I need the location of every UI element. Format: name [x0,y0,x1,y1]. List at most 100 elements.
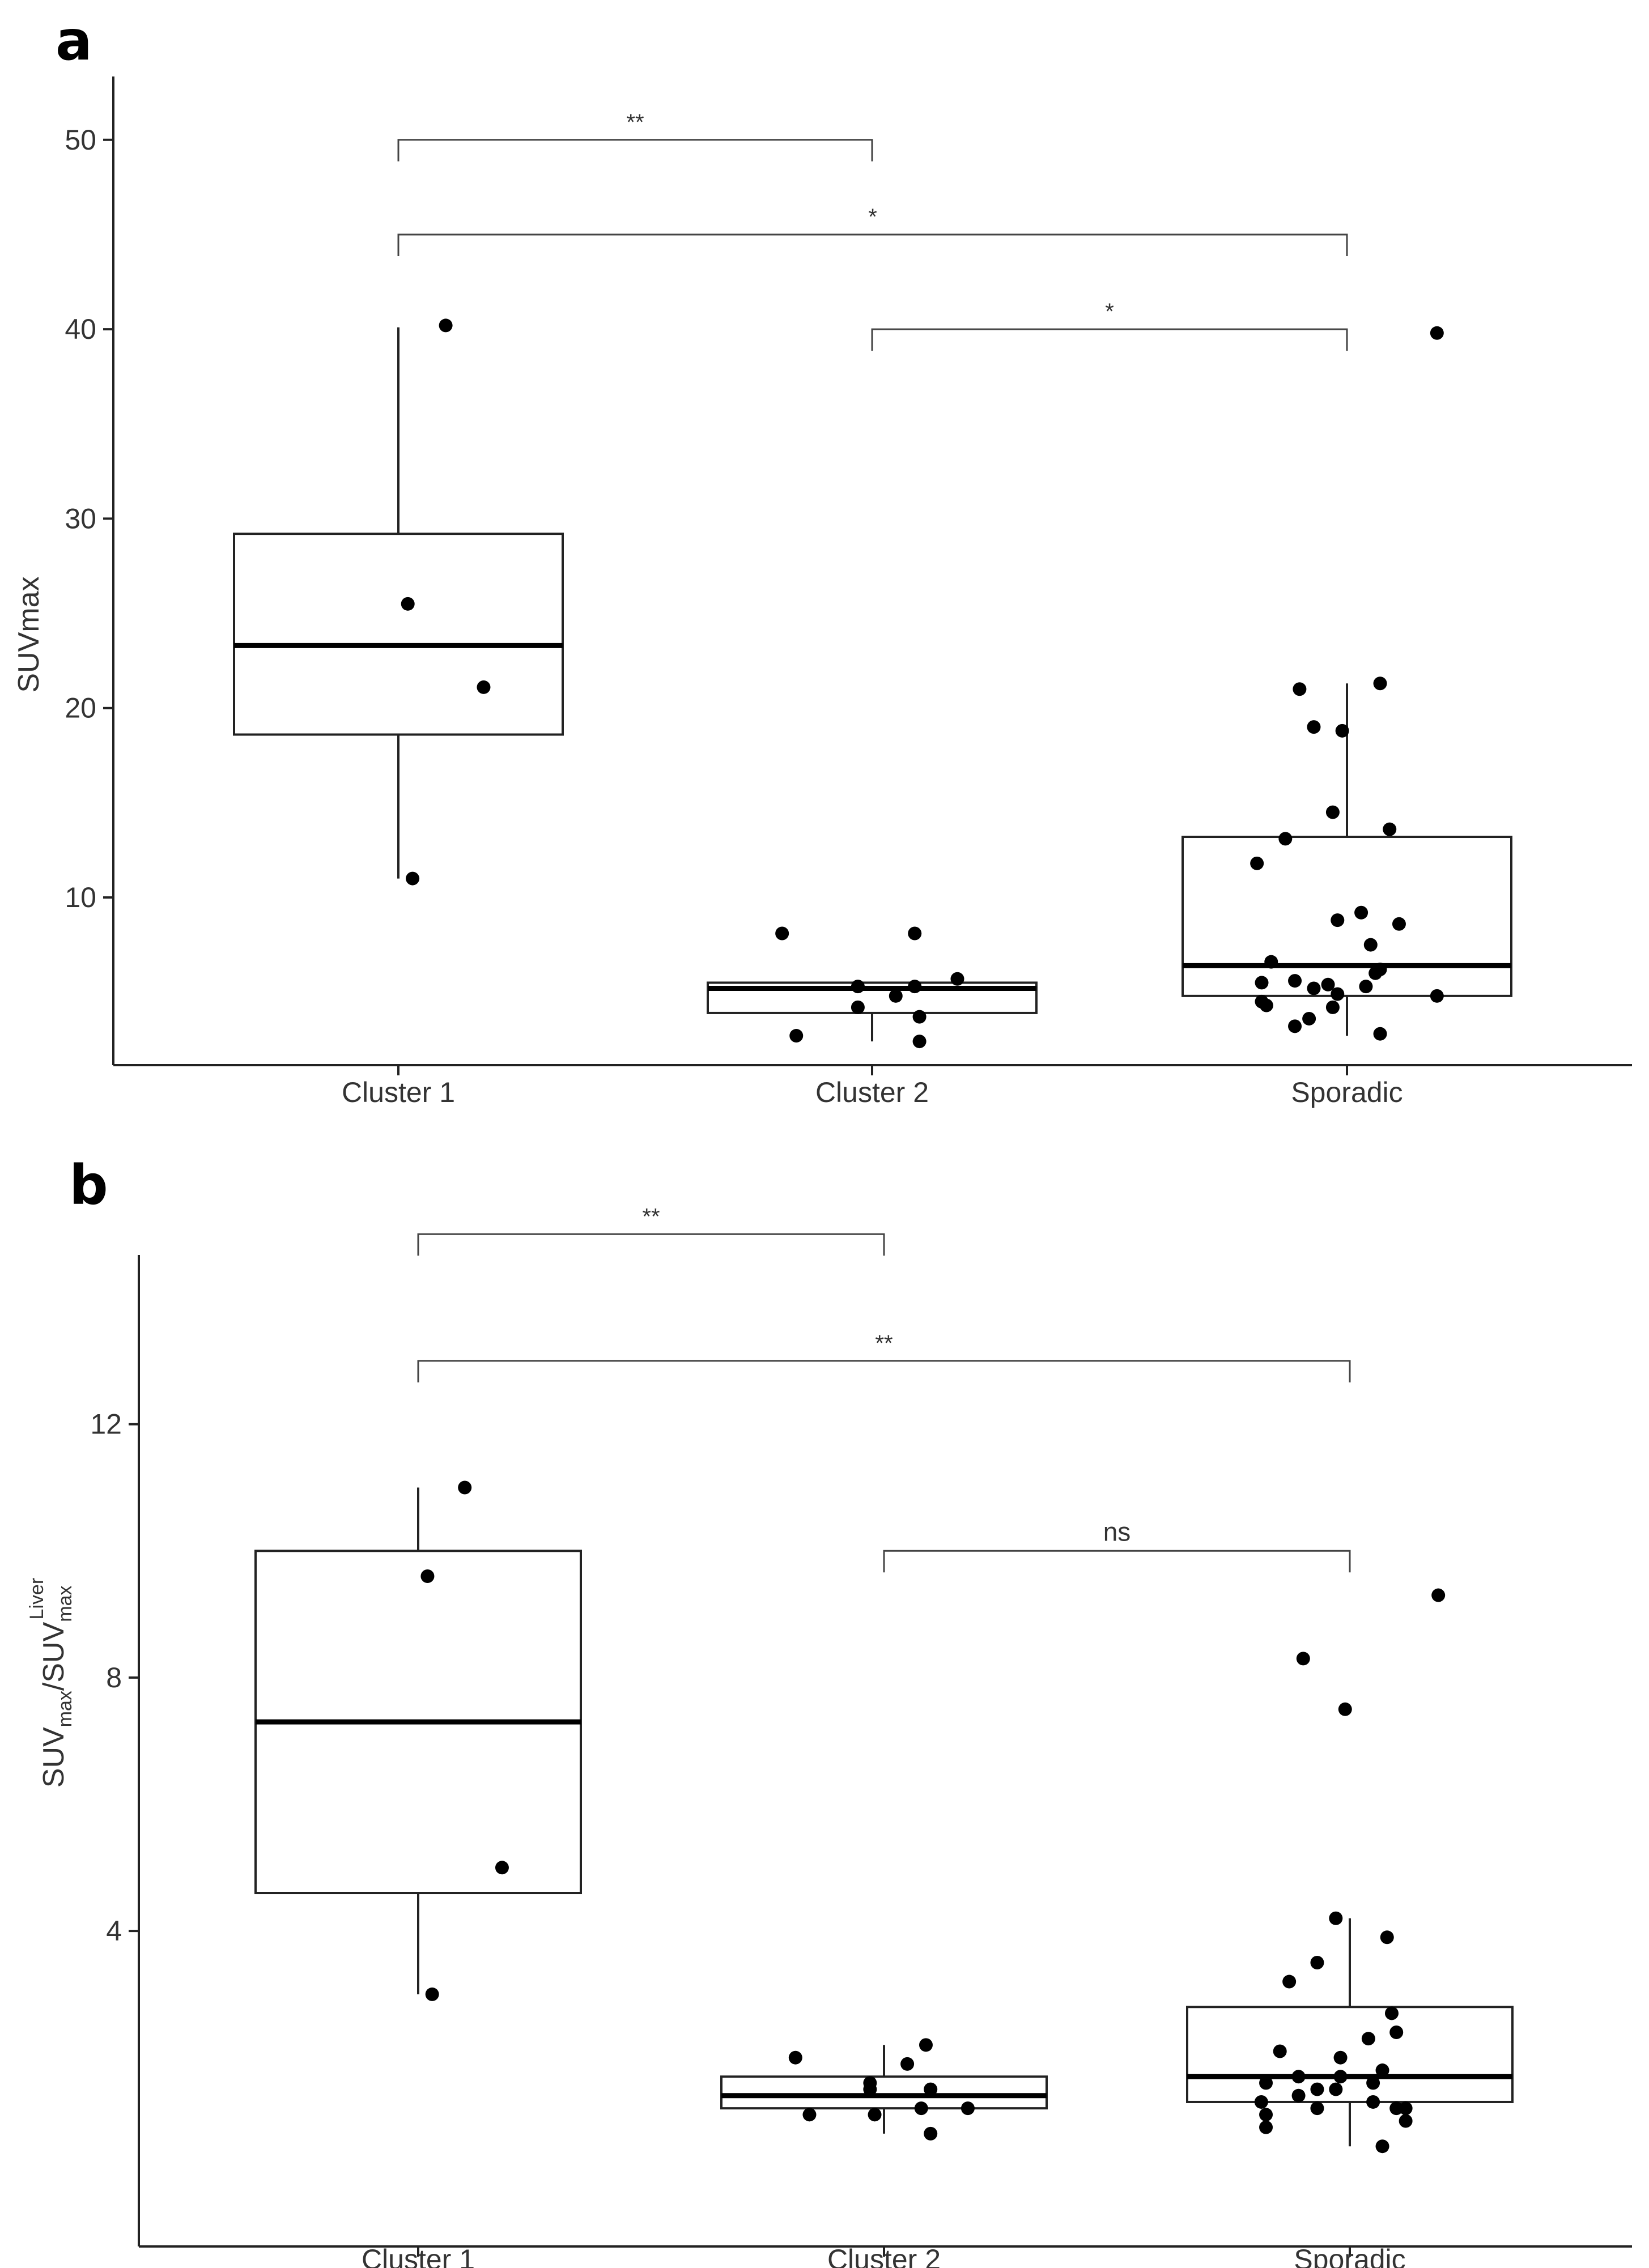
y-axis-title-part: max [54,1585,76,1622]
data-point [1291,2088,1306,2103]
data-point [868,2108,882,2122]
box-iqr [1186,2006,1514,2103]
y-axis-title: SUVmax/SUVmaxLiver [26,1578,76,1788]
data-point [924,2082,938,2096]
data-point [458,1480,472,1495]
data-point [851,980,865,994]
data-point [1329,1911,1343,1925]
data-point [1361,2032,1375,2046]
data-point [908,980,922,994]
data-point [1331,987,1345,1001]
box-iqr [1182,836,1512,997]
y-tick-label: 30 [65,503,96,534]
y-tick-label: 10 [65,882,96,913]
significance-label: ** [626,110,644,135]
data-point [1255,976,1269,990]
data-point [1389,2101,1404,2116]
y-tick-label: 20 [65,692,96,724]
significance-label: ** [642,1204,660,1229]
data-point [1259,998,1273,1012]
comparison-bracket [871,328,1348,351]
data-point [1399,2101,1413,2116]
data-point [1273,2044,1287,2058]
data-point [1354,905,1368,920]
data-point [1338,1702,1352,1716]
comparison-bracket [883,1550,1351,1573]
data-point [900,2057,915,2071]
data-point [788,2050,802,2065]
data-point [1259,2120,1273,2134]
data-point [1375,2063,1389,2078]
data-point [775,926,789,941]
data-point [1310,2101,1324,2116]
data-point [1380,1930,1394,1944]
y-tick-label: 4 [106,1915,122,1947]
data-point [1282,1975,1297,1989]
data-point [789,1029,804,1043]
data-point [1296,1652,1310,1666]
data-point [912,1035,926,1049]
data-point [1392,917,1406,931]
panel-a: a 10 20 30 40 50 Cluster 1 Cluster 2 Sporadic SU… [0,0,1649,1133]
significance-label: ** [875,1331,892,1356]
data-point [477,680,491,694]
data-point [1307,981,1321,995]
data-point [1329,2082,1343,2096]
data-point [1321,977,1335,992]
data-point [1389,2025,1404,2039]
data-point [863,2082,877,2096]
box-iqr [233,533,564,736]
data-point [950,972,964,986]
data-point [1430,326,1444,340]
comparison-bracket [417,1360,1351,1382]
data-point [1288,1019,1302,1033]
data-point [1363,938,1378,952]
data-point [851,1000,865,1014]
data-point [1250,856,1264,870]
data-point [1368,966,1383,980]
data-point [802,2108,817,2122]
y-axis-title-part: / [37,1682,70,1691]
y-axis-title-part: max [54,1691,76,1727]
x-tick-label: Cluster 1 [362,2244,475,2268]
y-axis-title: SUVmax [12,576,45,692]
y-axis-title-part: SUV [37,1727,70,1788]
data-point [908,926,922,941]
box-iqr [720,2075,1048,2110]
data-point [1373,1027,1387,1041]
y-tick-label: 8 [106,1662,122,1693]
data-point [401,597,415,611]
panel-letter-b: b [69,1154,108,1217]
data-point [1384,2006,1399,2020]
data-point [1310,1956,1324,1969]
data-point [1333,2050,1348,2065]
data-point [1335,724,1349,738]
y-tick-label: 40 [65,313,96,345]
data-point [1302,1011,1316,1026]
data-point [1310,2082,1324,2096]
data-point [919,2038,933,2052]
panel-b: b 4 8 12 Cluster 1 Cluster 2 Sporadic SUVmax/S… [0,1133,1649,2268]
y-tick-label: 50 [65,124,96,156]
data-point [1278,832,1293,846]
data-point [1333,2070,1348,2084]
data-point [889,989,903,1003]
x-tick-label: Sporadic [1294,2244,1405,2268]
comparison-bracket [417,1233,885,1256]
panel-letter-a: a [56,9,92,73]
data-point [960,2101,975,2116]
data-point [1288,974,1302,988]
data-point [439,318,453,333]
data-point [1293,682,1307,696]
data-point [1254,2095,1268,2109]
data-point [924,2126,938,2141]
y-axis-title-part: Liver [26,1578,48,1620]
data-point [912,1010,926,1024]
data-point [1373,676,1387,691]
data-point [1325,1000,1340,1014]
data-point [1331,913,1345,927]
data-point [1307,720,1321,734]
data-point [1264,955,1278,969]
data-point [420,1569,435,1584]
